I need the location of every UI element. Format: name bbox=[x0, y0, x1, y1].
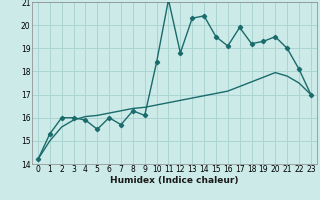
X-axis label: Humidex (Indice chaleur): Humidex (Indice chaleur) bbox=[110, 176, 239, 185]
